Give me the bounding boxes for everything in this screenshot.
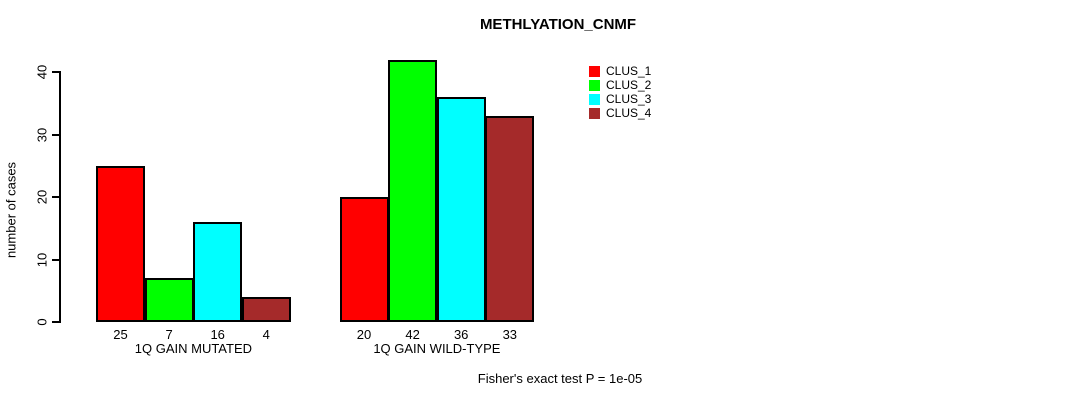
legend-swatch: [589, 79, 600, 91]
legend-swatch: [589, 107, 600, 119]
y-tick-label: 30: [34, 127, 50, 142]
y-tick-mark: [52, 196, 60, 198]
y-tick-mark: [52, 133, 60, 136]
legend-item: CLUS_4: [589, 106, 651, 120]
y-tick-label: 20: [34, 189, 50, 205]
legend: CLUS_1 CLUS_2 CLUS_3 CLUS_4: [589, 64, 651, 120]
y-tick-mark: [52, 71, 60, 73]
annotation-text: Fisher's exact test P = 1e-05: [477, 371, 643, 386]
legend-swatch: [589, 65, 600, 77]
bar-value-label: 4: [262, 327, 270, 342]
legend-label: CLUS_3: [606, 92, 652, 106]
category-label: 1Q GAIN MUTATED: [134, 341, 253, 356]
bar: [388, 59, 438, 322]
bar: [96, 165, 145, 322]
bar: [485, 115, 535, 322]
legend-item: CLUS_1: [589, 64, 651, 78]
legend-item: CLUS_3: [589, 92, 651, 106]
y-tick-mark: [52, 258, 60, 261]
bar: [193, 222, 243, 322]
legend-label: CLUS_1: [606, 64, 652, 78]
y-tick-label: 0: [34, 318, 50, 326]
bar: [339, 197, 389, 322]
bar-value-label: 36: [453, 327, 469, 342]
bar-value-label: 16: [210, 327, 225, 342]
y-tick-label: 10: [34, 252, 50, 267]
bar-value-label: 7: [165, 327, 173, 342]
y-axis-line: [59, 71, 61, 323]
legend-label: CLUS_2: [606, 78, 652, 92]
legend-item: CLUS_2: [589, 78, 651, 92]
y-tick-label: 40: [34, 64, 50, 80]
legend-swatch: [589, 93, 600, 105]
bar-value-label: 20: [356, 327, 372, 342]
bar-value-label: 42: [405, 327, 420, 342]
bar: [241, 297, 291, 322]
category-label: 1Q GAIN WILD-TYPE: [373, 341, 501, 356]
legend-label: CLUS_4: [606, 106, 652, 120]
bar-value-label: 25: [113, 327, 128, 342]
bar: [144, 278, 194, 322]
bar: [436, 97, 486, 322]
y-tick-mark: [52, 321, 60, 323]
chart-title: METHLYATION_CNMF: [479, 16, 637, 33]
bar-value-label: 33: [502, 327, 518, 342]
y-axis-label: number of cases: [3, 161, 19, 259]
